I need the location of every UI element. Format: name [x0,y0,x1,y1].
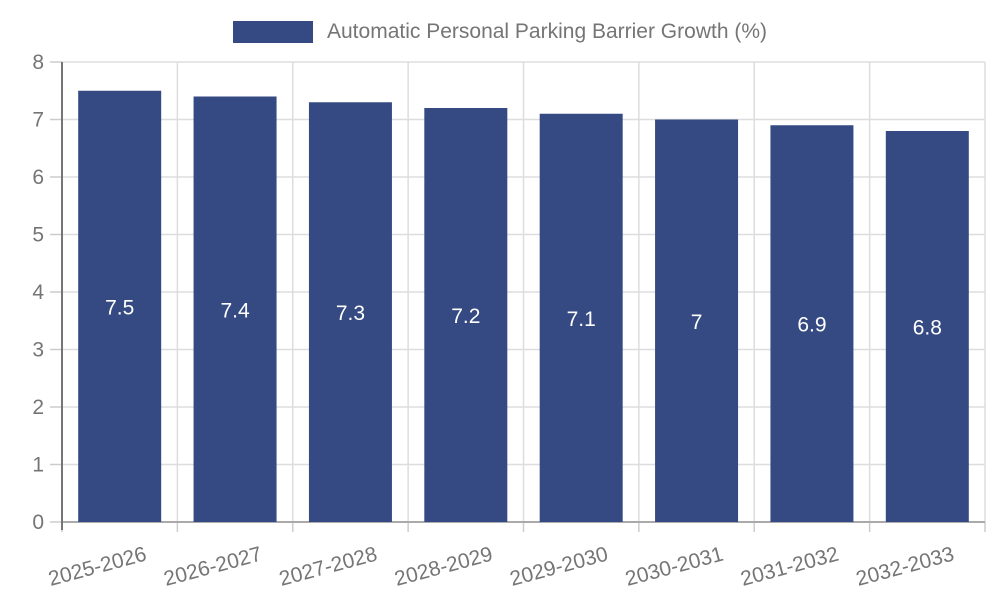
bar-value-label: 7.3 [336,302,365,325]
bar [655,119,739,522]
bar [193,96,277,522]
x-tick-label: 2027-2028 [277,543,380,591]
bar [308,102,392,522]
bar [424,108,508,522]
y-tick-label: 7 [32,109,44,132]
legend-swatch [233,21,313,43]
x-tick-label: 2031-2032 [738,543,841,591]
x-tick-label: 2026-2027 [161,543,264,591]
x-tick-label: 2028-2029 [392,543,495,591]
bar-value-label: 6.8 [913,317,942,340]
bar [885,131,969,522]
y-tick-label: 6 [32,166,44,189]
bar-value-label: 7.4 [220,299,250,322]
chart-legend: Automatic Personal Parking Barrier Growt… [0,20,1000,44]
bar [539,113,623,522]
y-tick-label: 1 [32,454,44,477]
y-tick-label: 2 [32,396,44,419]
bar-value-label: 7.1 [567,308,596,331]
legend-label: Automatic Personal Parking Barrier Growt… [327,20,767,43]
bar [770,125,854,522]
bar-value-label: 6.9 [797,314,826,337]
x-tick-label: 2030-2031 [623,543,726,591]
x-tick-label: 2029-2030 [508,543,611,591]
bar [78,90,162,522]
x-tick-label: 2025-2026 [46,543,149,591]
bar-value-label: 7 [691,311,703,334]
x-tick-label: 2032-2033 [854,543,957,591]
bar-value-label: 7.2 [451,305,480,328]
y-tick-label: 3 [32,339,44,362]
y-tick-label: 8 [32,51,44,74]
y-tick-label: 0 [32,511,44,534]
y-tick-label: 4 [32,281,44,304]
bar-value-label: 7.5 [105,296,134,319]
y-tick-label: 5 [32,224,44,247]
